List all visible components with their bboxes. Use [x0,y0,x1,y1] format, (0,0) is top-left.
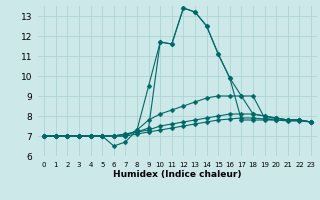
X-axis label: Humidex (Indice chaleur): Humidex (Indice chaleur) [113,170,242,179]
